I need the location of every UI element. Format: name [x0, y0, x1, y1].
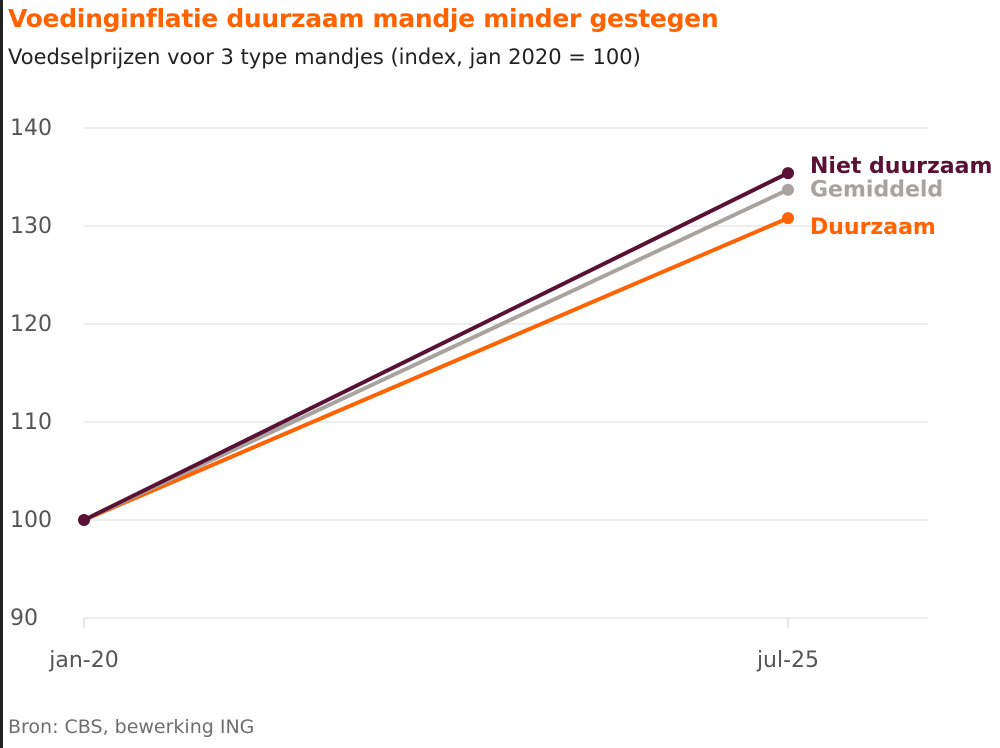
axis-layer: 90 100 110 120 130 140 jan-20 jul-25: [10, 116, 819, 673]
series-layer: [78, 167, 794, 526]
x-tick-label-jan-20: jan-20: [48, 648, 118, 673]
end-point-gemiddeld: [782, 183, 794, 196]
chart-title: Voedinginflatie duurzaam mandje minder g…: [8, 4, 719, 33]
grid-layer: [84, 127, 928, 619]
left-accent-bar: [0, 0, 3, 748]
source-note: Bron: CBS, bewerking ING: [8, 716, 255, 738]
series-line-niet-duurzaam: [82, 171, 790, 522]
series-label-niet-duurzaam: Niet duurzaam: [810, 154, 992, 179]
series-line-duurzaam: [82, 216, 790, 522]
x-tick-label-jul-25: jul-25: [756, 648, 819, 673]
y-tick-label-130: 130: [10, 214, 52, 239]
start-point: [78, 514, 90, 526]
y-tick-label-110: 110: [10, 410, 52, 435]
y-tick-label-90: 90: [10, 606, 38, 631]
end-point-niet-duurzaam: [782, 167, 794, 180]
series-line-gemiddeld: [82, 187, 790, 522]
end-point-duurzaam: [782, 212, 794, 225]
y-tick-label-100: 100: [10, 508, 52, 533]
series-label-gemiddeld: Gemiddeld: [810, 178, 943, 203]
chart-subtitle: Voedselprijzen voor 3 type mandjes (inde…: [8, 45, 641, 69]
y-tick-label-140: 140: [10, 116, 52, 141]
series-label-duurzaam: Duurzaam: [810, 215, 936, 240]
y-tick-label-120: 120: [10, 312, 52, 337]
